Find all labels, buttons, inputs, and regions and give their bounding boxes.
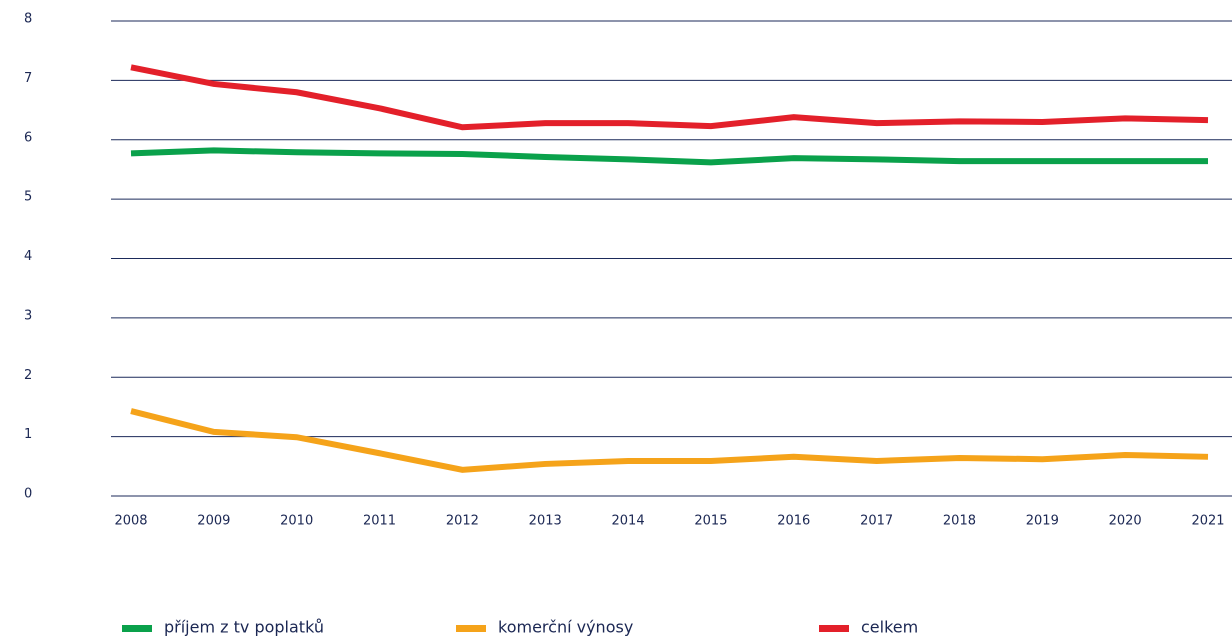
y-tick-label: 4 (24, 249, 32, 264)
y-tick-label: 0 (24, 487, 32, 502)
y-tick-label: 3 (24, 308, 32, 323)
x-tick-label: 2015 (694, 514, 727, 529)
y-tick-label: 2 (24, 368, 32, 383)
legend-text: komerční výnosy (498, 618, 633, 636)
x-tick-label: 2010 (280, 514, 313, 529)
x-tick-label: 2009 (197, 514, 230, 529)
x-tick-label: 2011 (363, 514, 396, 529)
legend-swatch (122, 625, 152, 632)
x-tick-label: 2019 (1026, 514, 1059, 529)
x-tick-label: 2008 (114, 514, 147, 529)
line-series (130, 147, 1208, 166)
x-tick-label: 2017 (860, 514, 893, 529)
legend-text: celkem (861, 618, 918, 636)
x-tick-label: 2014 (612, 514, 645, 529)
line-series (130, 64, 1209, 131)
y-tick-label: 8 (24, 12, 32, 27)
legend-text: příjem z tv poplatků (164, 618, 324, 636)
legend-swatch (456, 625, 486, 632)
y-tick-label: 6 (24, 130, 32, 145)
x-tick-label: 2018 (943, 514, 976, 529)
x-tick-label: 2020 (1109, 514, 1142, 529)
y-tick-label: 5 (24, 190, 32, 205)
x-tick-label: 2012 (446, 514, 479, 529)
x-tick-label: 2013 (529, 514, 562, 529)
line-series (130, 408, 1209, 473)
x-tick-label: 2016 (777, 514, 810, 529)
x-tick-label: 2021 (1191, 514, 1224, 529)
y-tick-label: 1 (24, 427, 32, 442)
y-tick-label: 7 (24, 71, 32, 86)
legend-swatch (819, 625, 849, 632)
